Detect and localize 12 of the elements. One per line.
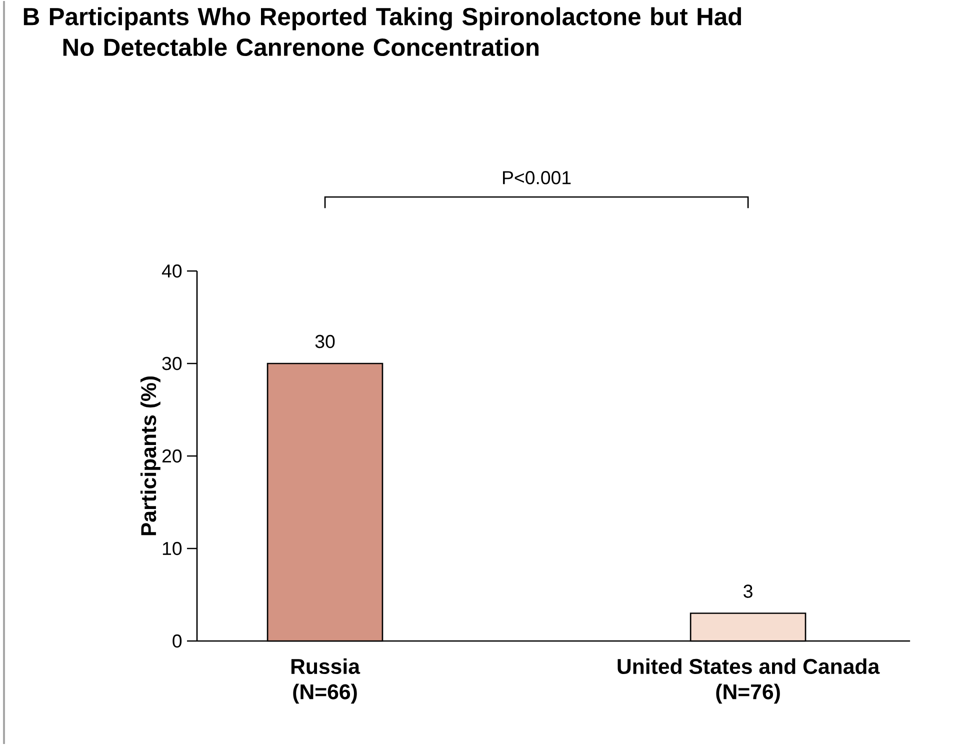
data-label: 30 [315, 334, 335, 348]
y-tick-label: 30 [162, 356, 182, 370]
y-tick-label: 20 [162, 449, 182, 463]
y-tick-label: 10 [162, 542, 182, 556]
y-tick-label: 40 [162, 264, 182, 278]
text: P<0.001 [503, 171, 571, 184]
chart-title: B Participants Who Reported Taking Spironolactone but Had No Detectable Canrenone Concentration [24, 7, 742, 56]
x-tick-label: Russia (N=66) [291, 658, 360, 704]
data-label: 3 [744, 584, 752, 598]
x-tick-label: United States and Canada (N=76) [618, 658, 880, 704]
y-axis-title: Participants (%) [140, 376, 160, 536]
y-tick-label: 0 [172, 634, 182, 648]
